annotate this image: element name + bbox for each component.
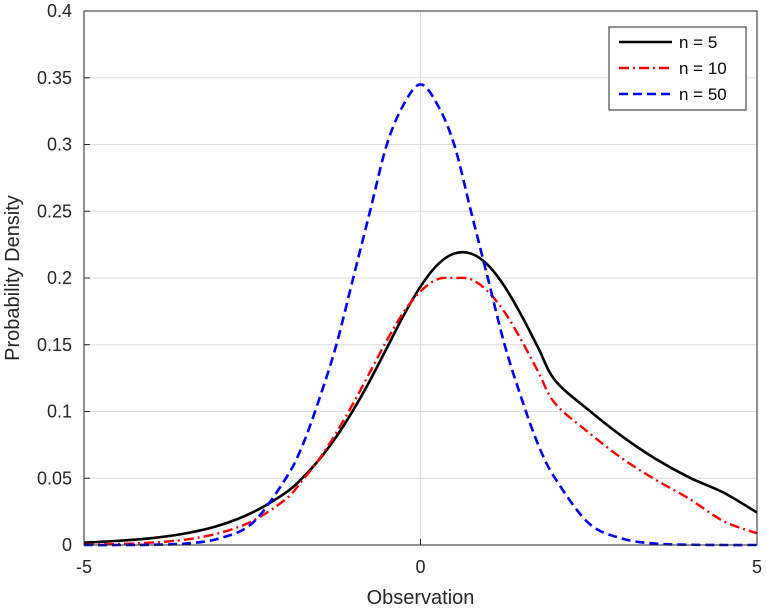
legend-label-3: n = 50 bbox=[679, 85, 727, 104]
x-axis-label: Observation bbox=[367, 587, 475, 608]
legend-label-2: n = 10 bbox=[679, 59, 727, 78]
series-curves bbox=[83, 83, 758, 547]
y-tick-label: 0.15 bbox=[37, 335, 72, 355]
tick-labels: 00.050.10.150.20.250.30.350.4-5 0 5 bbox=[37, 1, 762, 577]
y-tick-label: 0.4 bbox=[47, 1, 72, 21]
y-tick-label: 0.1 bbox=[47, 402, 72, 422]
y-axis-label: Probability Density bbox=[2, 195, 24, 361]
x-tick-label: 5 bbox=[752, 557, 762, 577]
y-tick-label: 0.2 bbox=[47, 268, 72, 288]
legend-label-1: n = 5 bbox=[679, 33, 717, 52]
y-tick-label: 0.05 bbox=[37, 468, 72, 488]
series-line-2 bbox=[83, 276, 758, 546]
series-line-3 bbox=[83, 83, 758, 547]
series-line-1 bbox=[83, 250, 758, 544]
y-tick-label: 0.25 bbox=[37, 201, 72, 221]
legend: n = 5 n = 10 n = 50 bbox=[608, 26, 747, 111]
y-tick-label: 0 bbox=[62, 535, 72, 555]
y-tick-label: 0.35 bbox=[37, 68, 72, 88]
x-tick-label: 0 bbox=[415, 557, 425, 577]
x-tick-label: -5 bbox=[76, 557, 92, 577]
y-tick-label: 0.3 bbox=[47, 135, 72, 155]
